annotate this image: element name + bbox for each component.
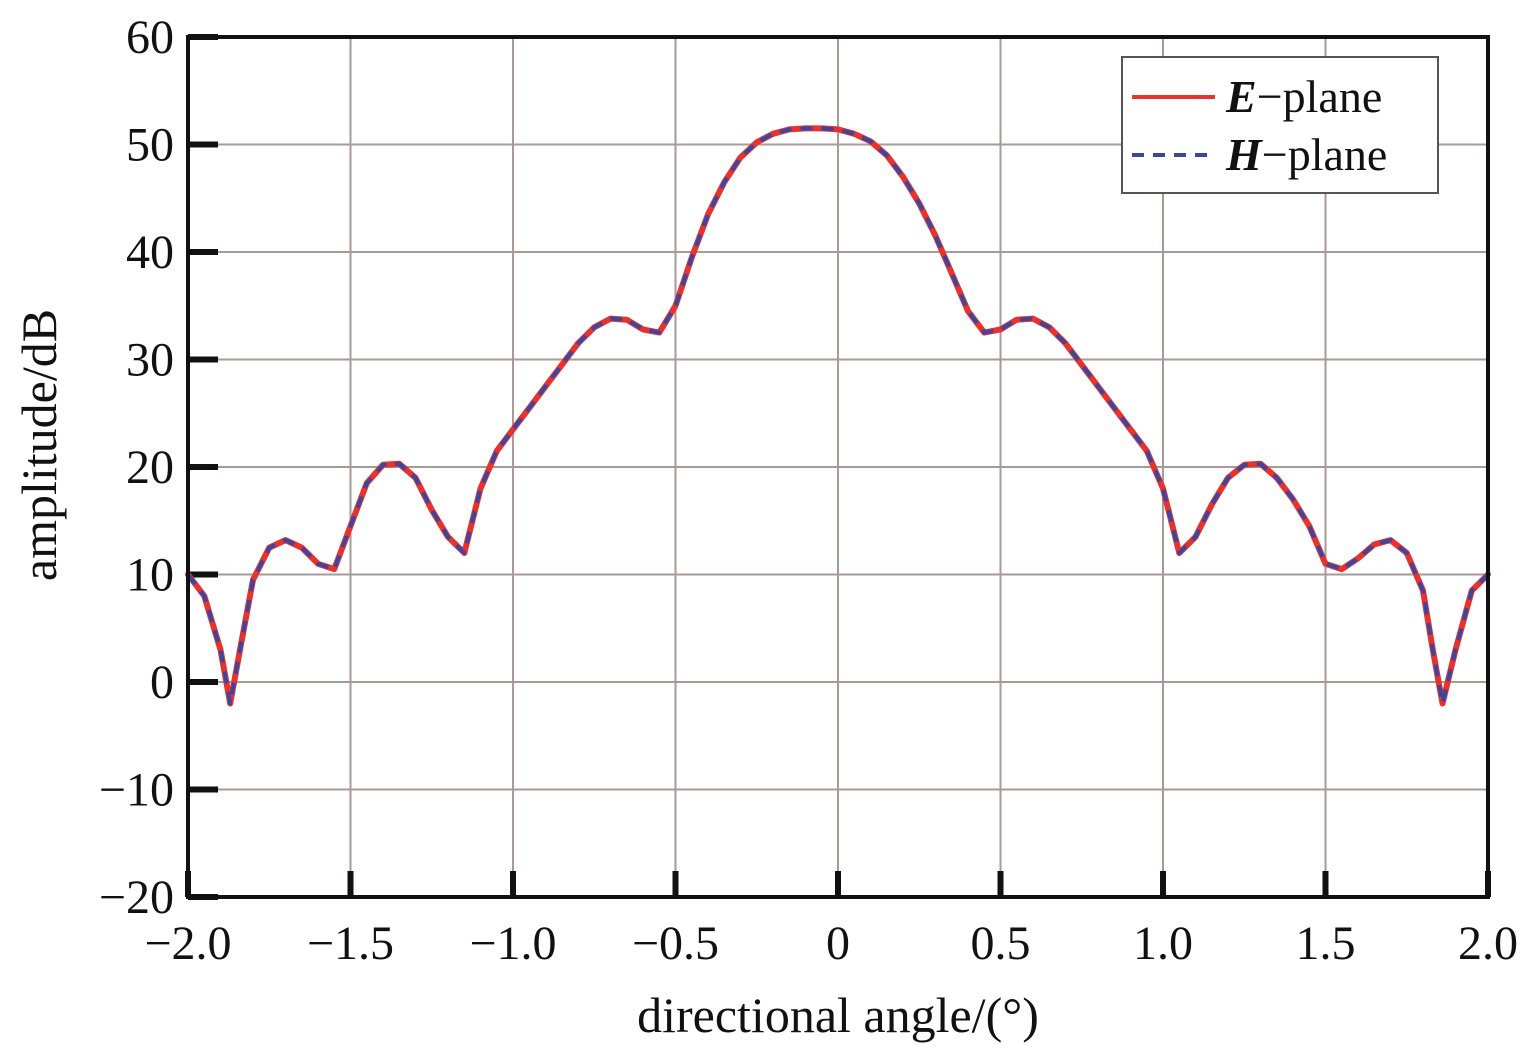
x-tick-label-7: 1.5 [1296,917,1356,970]
series-group [185,125,1491,707]
x-tick-label-3: −0.5 [632,917,719,970]
y-tick-label-3: 10 [126,549,174,602]
y-tick-label-7: 50 [126,119,174,172]
y-axis-label: amplitude/dB [11,309,67,581]
plot-frame [186,35,1490,899]
legend-box [1121,56,1439,194]
x-tick-label-8: 2.0 [1458,917,1518,970]
y-tick-label-2: 0 [150,656,174,709]
y-tick-label-6: 40 [126,226,174,279]
y-tick-label-1: −10 [99,764,174,817]
y-tick-label-0: −20 [99,871,174,924]
x-tick-label-6: 1.0 [1133,917,1193,970]
x-tick-label-4: 0 [826,917,850,970]
x-tick-label-2: −1.0 [469,917,556,970]
legend-label-e-suffix: −plane [1257,71,1383,122]
series-line-e-plane [185,125,1491,707]
x-tick-labels: −2.0 −1.5 −1.0 −0.5 0 0.5 1.0 1.5 2.0 [144,917,1518,970]
legend-label-h-suffix: −plane [1262,129,1388,180]
legend-label-h-main: H [1225,129,1263,180]
legend-label-h-plane: H−plane [1225,129,1387,180]
x-tick-label-1: −1.5 [307,917,394,970]
legend: E−plane H−plane [1121,56,1439,194]
x-tick-label-5: 0.5 [971,917,1031,970]
legend-label-e-plane: E−plane [1225,71,1382,122]
y-tick-label-5: 30 [126,334,174,387]
y-tick-label-4: 20 [126,441,174,494]
x-axis-label: directional angle/(°) [637,987,1039,1043]
legend-label-e-main: E [1225,71,1257,122]
y-tick-labels: −20 −10 0 10 20 30 40 50 60 [99,11,174,924]
x-tick-label-0: −2.0 [144,917,231,970]
y-tick-label-8: 60 [126,11,174,64]
